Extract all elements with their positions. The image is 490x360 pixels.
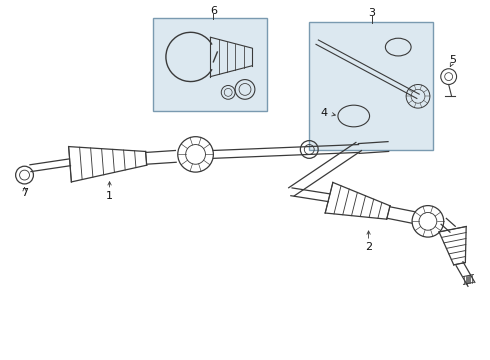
- Text: 1: 1: [106, 191, 113, 201]
- Text: 5: 5: [449, 55, 456, 65]
- Text: 3: 3: [368, 8, 375, 18]
- Text: 7: 7: [21, 188, 28, 198]
- FancyBboxPatch shape: [309, 22, 433, 150]
- FancyBboxPatch shape: [153, 18, 267, 111]
- Text: 6: 6: [210, 6, 217, 15]
- Text: 4: 4: [320, 108, 328, 118]
- Text: 2: 2: [365, 242, 372, 252]
